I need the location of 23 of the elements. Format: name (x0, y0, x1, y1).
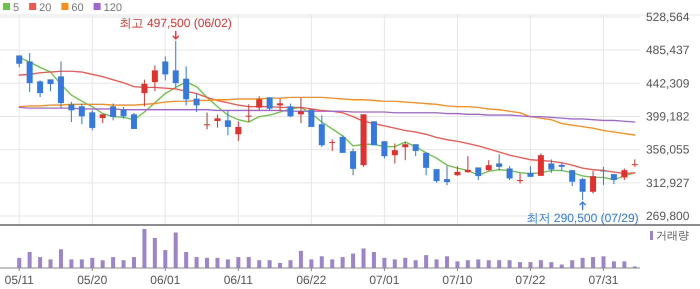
annotation: 최고 497,500 (06/02) (120, 16, 232, 30)
y-tick-label: 528,564 (646, 10, 690, 24)
x-tick-label: 05/11 (4, 273, 34, 287)
legend-label: 5 (13, 2, 20, 14)
annotation: 최저 290,500 (07/29) (526, 211, 639, 226)
x-tick-label: 07/01 (369, 273, 400, 287)
legend-label: 20 (39, 2, 52, 14)
y-tick-label: 269,800 (646, 209, 690, 223)
legend-label: 60 (71, 2, 84, 14)
y-tick-label: 312,927 (646, 176, 690, 190)
legend-label: 거래량 (656, 230, 689, 242)
x-tick-label: 05/20 (77, 273, 108, 287)
x-tick-label: 07/10 (442, 273, 473, 287)
x-tick-label: 06/01 (150, 273, 181, 287)
legend-label: 120 (104, 2, 122, 14)
y-tick-label: 356,055 (646, 142, 690, 157)
x-tick-label: 07/22 (515, 273, 546, 287)
y-tick-label: 442,309 (646, 76, 690, 90)
y-tick-label: 485,437 (646, 43, 690, 58)
y-tick-label: 399,182 (646, 109, 690, 124)
x-tick-label: 07/31 (588, 273, 619, 287)
x-tick-label: 06/22 (296, 273, 327, 287)
x-tick-label: 06/11 (224, 273, 254, 287)
